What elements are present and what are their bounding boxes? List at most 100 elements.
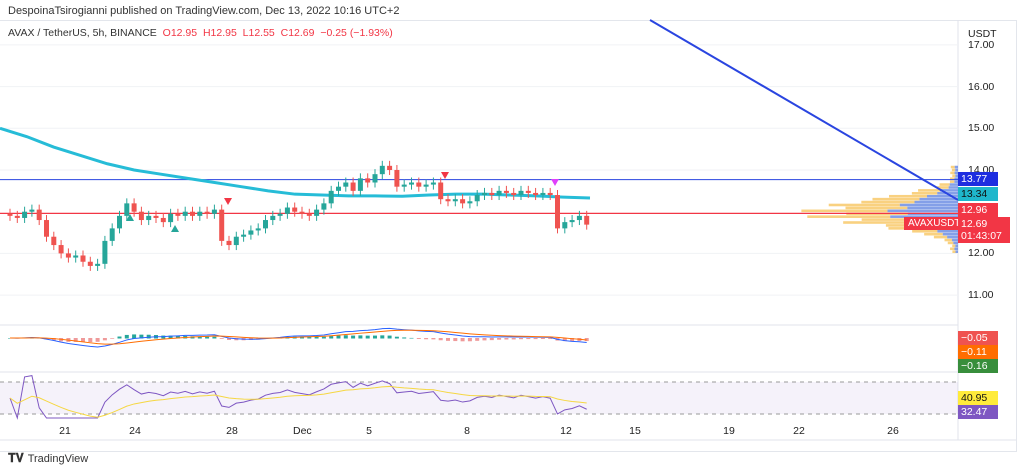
price-tick: 17.00 [968, 38, 995, 51]
volume-profile-bar [952, 174, 956, 178]
price-tick: 12.00 [968, 247, 995, 260]
macd-histogram-bar [424, 338, 429, 340]
volume-profile-bar [944, 238, 952, 242]
candle [489, 192, 495, 196]
time-tick: 26 [887, 425, 899, 437]
last-price-tag: 12.69 01:43:07 [958, 217, 1010, 243]
macd-histogram-bar [380, 335, 385, 339]
macd-histogram-bar [329, 336, 334, 339]
candle [175, 213, 181, 216]
candle [87, 261, 93, 266]
volume-profile-bar [954, 177, 958, 181]
macd-histogram-bar [475, 338, 480, 341]
macd-histogram-bar [409, 337, 414, 339]
candle [102, 240, 108, 264]
candle [22, 211, 28, 218]
volume-profile-bar [954, 247, 958, 251]
candle [365, 178, 371, 183]
time-tick: 15 [629, 425, 641, 437]
symbol-info: AVAX / TetherUS, 5h, BINANCE [8, 27, 157, 39]
macd-histogram-bar [95, 338, 100, 342]
volume-profile-bar [950, 165, 955, 169]
macd-histogram-bar [526, 338, 531, 340]
level-red-tag: 12.96 [958, 203, 998, 217]
macd-histogram-bar [219, 338, 224, 339]
macd-histogram-bar [51, 338, 56, 341]
price-tick: 15.00 [968, 122, 995, 135]
volume-profile-bar [954, 171, 958, 175]
candle [496, 190, 502, 196]
macd-hist-tag: −0.05 [958, 331, 998, 345]
macd-histogram-bar [146, 334, 151, 339]
volume-profile-bar [947, 235, 958, 239]
macd-histogram-bar [351, 335, 356, 339]
volume-profile-bar [861, 200, 915, 204]
volume-profile-bar [899, 203, 958, 207]
macd-histogram-bar [504, 338, 509, 340]
candle [482, 192, 487, 196]
candle [518, 190, 524, 196]
high-value: H12.95 [202, 27, 237, 39]
volume-profile-bar [801, 209, 888, 213]
macd-histogram-bar [212, 336, 217, 339]
candle [160, 217, 166, 223]
candle [263, 220, 268, 229]
tradingview-logo[interactable]: 𝐓𝐕 TradingView [8, 451, 88, 466]
macd-histogram-bar [467, 338, 472, 342]
candle [394, 170, 400, 187]
candle [533, 192, 539, 196]
macd-histogram-bar [533, 338, 538, 340]
candle [109, 228, 115, 241]
volume-profile-bar [955, 250, 958, 253]
candle [314, 209, 320, 216]
candle [430, 182, 436, 185]
candle [474, 195, 480, 202]
low-value: L12.55 [242, 27, 275, 39]
macd-histogram-bar [110, 338, 115, 339]
volume-profile-bar [924, 232, 943, 236]
candle [270, 215, 276, 221]
volume-profile-bar [807, 215, 891, 218]
candle [555, 195, 560, 229]
volume-profile-bar [955, 244, 958, 248]
candle [584, 215, 590, 225]
macd-histogram-bar [562, 338, 567, 342]
volume-profile-bar [949, 180, 955, 183]
candle [292, 207, 298, 212]
signal-arrow-up [126, 214, 134, 221]
volume-profile-bar [948, 186, 958, 189]
macd-signal-tag: −0.11 [958, 345, 998, 359]
macd-histogram-bar [497, 338, 502, 340]
candle [547, 192, 553, 196]
candle [357, 178, 363, 191]
signal-arrow-down [224, 198, 232, 205]
candle [503, 190, 509, 193]
candle [117, 215, 122, 229]
macd-histogram-bar [511, 338, 516, 340]
volume-profile-bar [937, 186, 949, 189]
close-value: C12.69 [280, 27, 315, 39]
macd-histogram-bar [124, 334, 129, 339]
candle [138, 211, 144, 221]
macd-histogram-bar [197, 336, 202, 339]
candle [131, 203, 137, 212]
macd-histogram-bar [102, 338, 107, 341]
candle [197, 211, 203, 216]
macd-histogram-bar [416, 338, 421, 339]
macd-histogram-bar [482, 338, 487, 341]
volume-profile-bar [939, 183, 950, 186]
candle [44, 220, 49, 237]
time-tick: 22 [793, 425, 805, 437]
candle [277, 213, 283, 216]
volume-profile-bar [933, 235, 948, 239]
candle [387, 165, 393, 170]
volume-profile-bar [890, 215, 958, 218]
price-tick: 16.00 [968, 80, 995, 93]
volume-profile-bar [942, 232, 958, 236]
candle [284, 207, 290, 214]
macd-histogram-bar [540, 338, 545, 340]
candle [562, 222, 568, 229]
candle [511, 192, 517, 196]
